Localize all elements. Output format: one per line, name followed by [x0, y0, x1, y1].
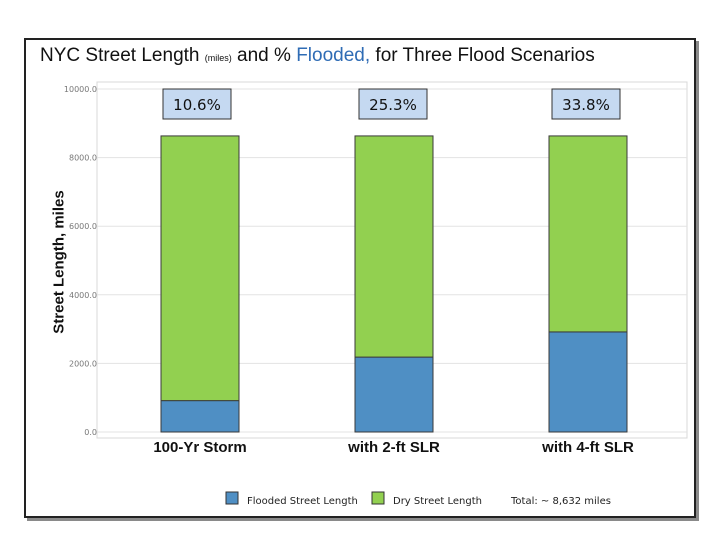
- y-tick-label: 6000.0: [69, 222, 97, 231]
- dry-bar-segment: [160, 135, 240, 402]
- legend-dry-label: Dry Street Length: [393, 496, 482, 507]
- legend: Flooded Street Length Dry Street Length To…: [225, 491, 611, 507]
- title-part-2: and %: [231, 45, 297, 66]
- category-label: 100-Yr Storm: [153, 439, 246, 456]
- percent-label-box: [551, 88, 621, 120]
- legend-flooded-swatch: [225, 491, 239, 505]
- percent-flooded-label: 25.3%: [369, 96, 417, 114]
- percent-flooded-label: 10.6%: [173, 96, 221, 114]
- y-tick-label: 4000.0: [69, 291, 97, 300]
- flooded-bar-segment: [548, 331, 628, 433]
- total-note: Total: ~ 8,632 miles: [510, 496, 611, 507]
- title-part-3: for Three Flood Scenarios: [370, 45, 595, 66]
- title-units: (miles): [204, 53, 232, 63]
- title-part-1: NYC Street Length: [40, 45, 205, 66]
- dry-bar-segment: [548, 135, 628, 333]
- y-tick-label: 2000.0: [69, 359, 97, 368]
- flooded-bar-segment: [160, 400, 240, 433]
- y-tick-label: 0.0: [84, 428, 97, 437]
- title-flooded-word: Flooded,: [296, 45, 371, 66]
- legend-flooded-label: Flooded Street Length: [247, 496, 358, 507]
- labels: 0.0 2000.0 4000.0 6000.0 8000.0 10000.0 100-Yr…: [64, 85, 634, 456]
- percent-flooded-label: 33.8%: [562, 96, 610, 114]
- y-tick-label: 8000.0: [69, 154, 97, 163]
- flooded-bar-segment: [354, 356, 434, 433]
- legend-dry-swatch: [371, 491, 385, 505]
- dry-bar-segment: [354, 135, 434, 358]
- percent-label-box: [358, 88, 428, 120]
- category-label: with 2-ft SLR: [347, 439, 440, 456]
- percent-label-box: [162, 88, 232, 120]
- bars: [160, 135, 628, 433]
- category-label: with 4-ft SLR: [541, 439, 634, 456]
- y-tick-label: 10000.0: [64, 85, 97, 94]
- chart-title: NYC Street Length (miles) and % Flooded,…: [40, 45, 595, 67]
